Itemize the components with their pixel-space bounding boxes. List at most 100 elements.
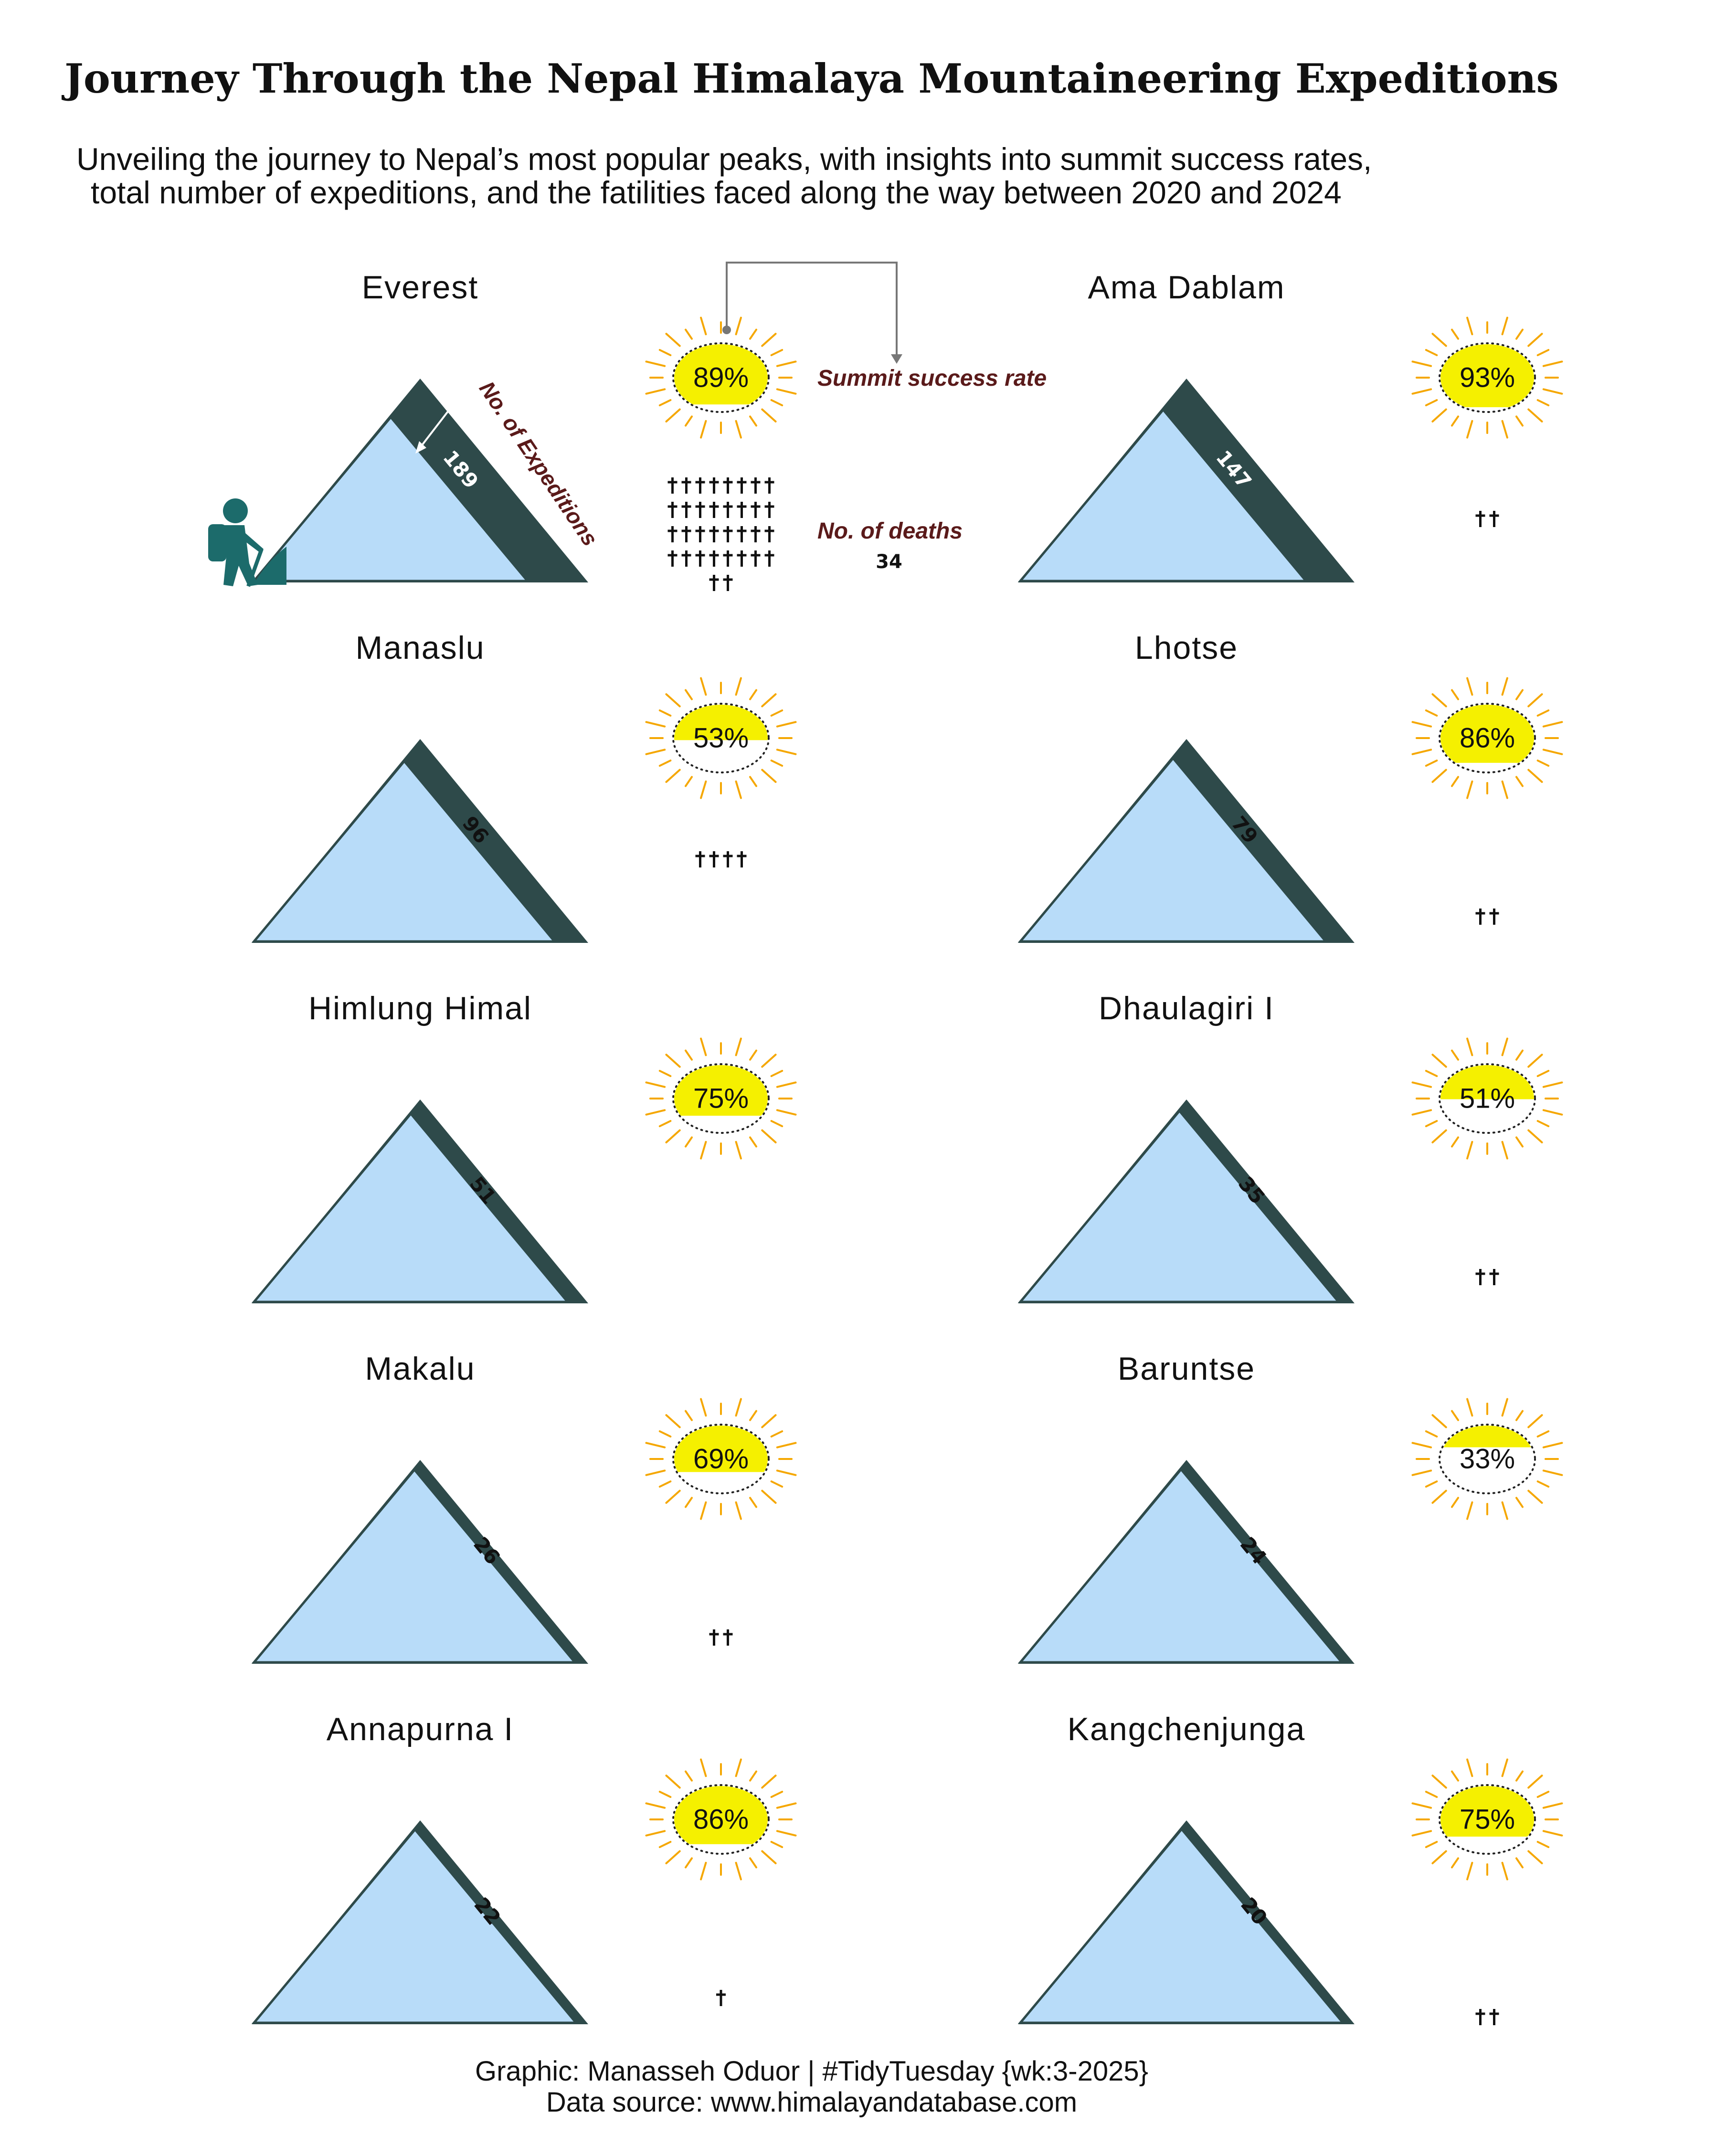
sun-ray bbox=[645, 1830, 666, 1837]
death-cross bbox=[709, 502, 719, 518]
caption-source: Data source: www.himalayandatabase.com bbox=[546, 2087, 1078, 2118]
sun-ray bbox=[1466, 1037, 1473, 1057]
death-cross bbox=[737, 550, 747, 567]
sun-ray bbox=[1451, 415, 1459, 427]
sun-ray bbox=[645, 1442, 666, 1448]
mountain-body bbox=[251, 1468, 578, 1664]
sun-ray bbox=[1501, 1758, 1508, 1777]
sun-ray bbox=[665, 1054, 681, 1068]
deaths-crosses bbox=[1475, 1269, 1499, 1285]
success-sun: 75% bbox=[645, 1037, 797, 1160]
sun-ray bbox=[776, 1802, 797, 1809]
sun-ray bbox=[776, 1109, 797, 1116]
sun-ray bbox=[700, 420, 707, 439]
death-cross bbox=[1475, 1269, 1485, 1285]
deaths-annotation: No. of deaths bbox=[817, 518, 963, 544]
sun-ray bbox=[1425, 1791, 1438, 1798]
sun-ray bbox=[645, 1469, 666, 1476]
death-cross bbox=[737, 477, 747, 494]
sun-ray bbox=[1501, 780, 1508, 799]
sun-ray bbox=[749, 415, 757, 427]
sun-ray bbox=[1501, 1501, 1508, 1520]
sun-ray bbox=[1515, 1049, 1524, 1061]
sun-ray bbox=[645, 1081, 666, 1088]
sun-ray bbox=[1451, 1049, 1459, 1061]
sun-ray bbox=[1536, 399, 1550, 406]
sun-ray bbox=[735, 1141, 742, 1160]
sun-ray bbox=[735, 317, 742, 336]
sun-ray bbox=[685, 1770, 693, 1782]
sun-ray bbox=[700, 317, 707, 336]
sun-ray bbox=[1542, 388, 1563, 395]
sun-ray bbox=[749, 1857, 757, 1869]
sun-ray bbox=[1431, 333, 1447, 347]
sun-outline bbox=[1439, 1424, 1536, 1494]
sun-ray bbox=[1411, 1081, 1432, 1088]
peak-name: Himlung Himal bbox=[308, 990, 532, 1026]
mountain-body bbox=[251, 1828, 579, 2024]
sun-ray bbox=[770, 1480, 783, 1488]
sun-ray bbox=[749, 776, 757, 787]
success-rate-label: 89% bbox=[693, 362, 749, 393]
sun-ray bbox=[1466, 1758, 1473, 1777]
deaths-crosses bbox=[667, 477, 774, 591]
sun-ray bbox=[770, 760, 783, 767]
sun-ray bbox=[1501, 677, 1508, 696]
sun-ray bbox=[1411, 1442, 1432, 1448]
success-rate-label: 69% bbox=[693, 1444, 749, 1475]
sun-ray bbox=[645, 1109, 666, 1116]
sun-ray bbox=[1501, 317, 1508, 336]
hiker-pole bbox=[246, 548, 264, 587]
sun-ray bbox=[665, 333, 681, 347]
death-cross bbox=[723, 477, 733, 494]
death-cross bbox=[764, 502, 774, 518]
success-sun: 89% bbox=[645, 317, 797, 439]
sun-ray bbox=[1515, 415, 1524, 427]
sun-ray bbox=[1501, 1398, 1508, 1417]
sun-outline bbox=[672, 1784, 770, 1855]
sun-ray bbox=[749, 1497, 757, 1508]
death-cross bbox=[751, 526, 761, 542]
band-width-arrow bbox=[418, 400, 457, 450]
success-sun: 86% bbox=[1411, 677, 1563, 799]
sun-ray bbox=[1451, 1136, 1459, 1148]
sun-ray bbox=[1411, 1802, 1432, 1809]
sun-ray bbox=[749, 1410, 757, 1421]
success-rate-label: 86% bbox=[693, 1804, 749, 1835]
sun-ray bbox=[776, 1469, 797, 1476]
sun-ray bbox=[1411, 388, 1432, 395]
sun-ray bbox=[1431, 1775, 1447, 1789]
sun-outline bbox=[672, 1063, 770, 1134]
sun-ray bbox=[1431, 769, 1447, 783]
sun-ray bbox=[1527, 1129, 1543, 1143]
sun-ray bbox=[685, 1497, 693, 1508]
sun-ray bbox=[685, 1049, 693, 1061]
success-fill bbox=[674, 1786, 768, 1844]
sun-ray bbox=[749, 1049, 757, 1061]
success-fill bbox=[1440, 705, 1534, 763]
sun-ray bbox=[1515, 1136, 1524, 1148]
sun-ray bbox=[761, 1490, 777, 1504]
sun-ray bbox=[761, 333, 777, 347]
hiker-icon bbox=[208, 498, 286, 587]
sun-ray bbox=[735, 1861, 742, 1881]
success-sun: 75% bbox=[1411, 1758, 1563, 1881]
sun-ray bbox=[770, 349, 783, 356]
sun-ray bbox=[1527, 1414, 1543, 1428]
success-rate-label: 53% bbox=[693, 723, 749, 754]
sun-ray bbox=[700, 1141, 707, 1160]
sun-ray bbox=[700, 780, 707, 799]
connector-dot bbox=[722, 326, 731, 334]
death-cross bbox=[709, 575, 719, 591]
sun-ray bbox=[665, 693, 681, 708]
death-cross bbox=[751, 550, 761, 567]
sun-ray bbox=[1536, 349, 1550, 356]
peak-name: Ama Dablam bbox=[1088, 269, 1285, 306]
sun-ray bbox=[1411, 1830, 1432, 1837]
deaths-crosses bbox=[1475, 511, 1499, 527]
sun-ray bbox=[1411, 360, 1432, 367]
death-cross bbox=[681, 477, 691, 494]
death-cross bbox=[709, 477, 719, 494]
